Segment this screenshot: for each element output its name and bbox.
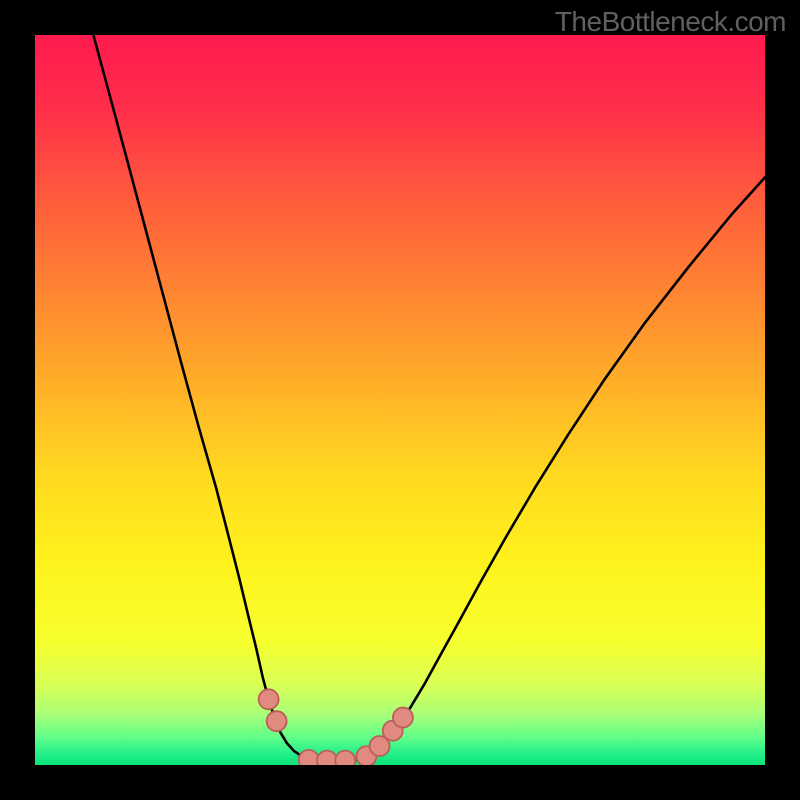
data-marker bbox=[259, 689, 279, 709]
watermark-text: TheBottleneck.com bbox=[555, 6, 786, 38]
data-marker bbox=[299, 750, 319, 765]
gradient-background bbox=[35, 35, 765, 765]
chart-plot-area bbox=[35, 35, 765, 765]
chart-svg bbox=[35, 35, 765, 765]
data-marker bbox=[317, 751, 337, 765]
data-marker bbox=[335, 751, 355, 765]
data-marker bbox=[393, 708, 413, 728]
data-marker bbox=[267, 711, 287, 731]
chart-stage: TheBottleneck.com bbox=[0, 0, 800, 800]
